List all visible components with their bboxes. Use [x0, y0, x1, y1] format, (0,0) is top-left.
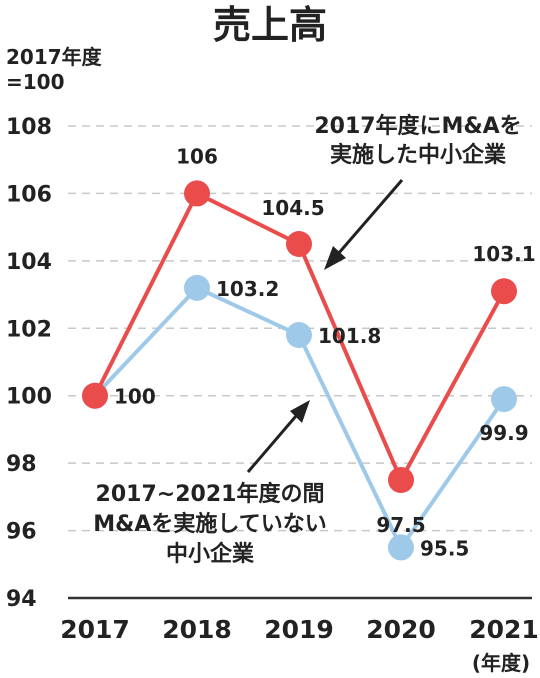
- chart-title: 売上高: [213, 3, 327, 47]
- red-series-point: [388, 467, 414, 493]
- blue-series: [82, 274, 517, 561]
- blue-series-data-label: 100: [114, 385, 156, 409]
- annotation-acquirers-arrow-shaft: [336, 179, 404, 255]
- red-series-data-label: 97.5: [376, 513, 425, 537]
- y-axis-label-line-1: 2017年度: [6, 45, 103, 69]
- annotation-acquirers-arrow-head: [324, 246, 346, 270]
- annotation-acquirers-line-2: 実施した中小企業: [330, 142, 507, 168]
- red-series-point: [184, 180, 210, 207]
- x-tick-label: 2021: [469, 615, 539, 644]
- y-axis-ticks: 94 96 98 100 102 104 106 108: [6, 115, 52, 612]
- blue-series-point: [286, 322, 312, 349]
- y-tick-label: 108: [6, 115, 52, 140]
- blue-series-data-label: 99.9: [479, 421, 528, 445]
- annotations: 2017年度にM&Aを 実施した中小企業 2017~2021年度の間 M&Aを実…: [93, 113, 521, 567]
- red-series-point: [82, 382, 108, 409]
- blue-series-data-label: 101.8: [318, 324, 381, 348]
- blue-series-point: [491, 386, 517, 413]
- y-tick-label: 104: [6, 250, 52, 275]
- y-tick-label: 96: [6, 520, 37, 545]
- y-tick-label: 94: [6, 587, 37, 612]
- blue-series-data-label: 95.5: [420, 536, 469, 560]
- red-series-data-label: 106: [176, 144, 218, 168]
- x-axis-unit: (年度): [472, 651, 530, 675]
- annotation-non-acquirers-arrow-shaft: [246, 415, 298, 473]
- red-series-point: [286, 231, 312, 257]
- x-axis-ticks: 2017 2018 2019 2020 2021: [60, 615, 539, 644]
- annotation-acquirers-line-1: 2017年度にM&Aを: [314, 113, 521, 139]
- red-series-data-label: 103.1: [472, 242, 535, 266]
- y-tick-label: 102: [6, 317, 52, 342]
- y-axis-label-line-2: =100: [6, 70, 65, 94]
- annotation-non-acquirers-line-1: 2017~2021年度の間: [96, 481, 325, 507]
- x-tick-label: 2020: [366, 615, 436, 644]
- x-tick-label: 2019: [264, 615, 334, 644]
- blue-series-point: [184, 274, 210, 301]
- red-series-point: [491, 278, 517, 305]
- red-series-data-label: 104.5: [261, 196, 324, 220]
- y-tick-label: 100: [6, 385, 52, 410]
- y-tick-label: 106: [6, 182, 52, 207]
- x-tick-label: 2018: [162, 615, 232, 644]
- blue-series-data-label: 103.2: [216, 277, 279, 301]
- red-series: [82, 180, 517, 493]
- annotation-non-acquirers-line-2: M&Aを実施していない: [93, 511, 326, 537]
- series: 106 104.5 97.5 103.1 100 103.2 101.8 95.5 99.9: [82, 144, 536, 561]
- blue-series-point: [388, 534, 414, 561]
- annotation-non-acquirers-arrow-head: [290, 400, 310, 423]
- y-tick-label: 98: [6, 452, 37, 477]
- x-tick-label: 2017: [60, 615, 130, 644]
- annotation-non-acquirers-line-3: 中小企業: [166, 541, 255, 567]
